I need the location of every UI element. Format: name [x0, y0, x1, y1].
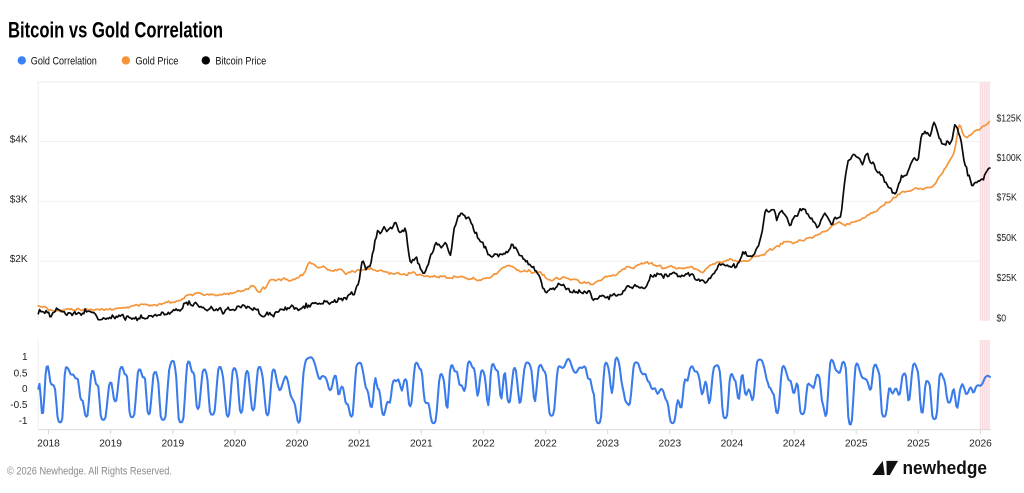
svg-text:2021: 2021: [410, 439, 433, 450]
svg-text:2019: 2019: [161, 439, 184, 450]
svg-text:$4K: $4K: [10, 135, 28, 146]
svg-text:2025: 2025: [845, 439, 868, 450]
svg-text:2018: 2018: [37, 439, 60, 450]
svg-text:© 2026 Newhedge. All Rights Re: © 2026 Newhedge. All Rights Reserved.: [7, 466, 172, 478]
svg-text:Bitcoin vs Gold Correlation: Bitcoin vs Gold Correlation: [8, 18, 223, 43]
svg-text:$50K: $50K: [997, 233, 1018, 244]
svg-text:2020: 2020: [286, 439, 309, 450]
svg-text:Gold Price: Gold Price: [135, 55, 178, 67]
svg-text:2021: 2021: [348, 439, 371, 450]
svg-text:$75K: $75K: [997, 193, 1018, 204]
svg-text:Bitcoin Price: Bitcoin Price: [215, 55, 266, 67]
svg-text:$125K: $125K: [997, 114, 1022, 125]
svg-text:2019: 2019: [99, 439, 122, 450]
svg-text:2026: 2026: [969, 439, 992, 450]
svg-text:0: 0: [22, 384, 28, 395]
svg-text:2025: 2025: [907, 439, 930, 450]
svg-text:-0.5: -0.5: [10, 400, 28, 411]
svg-text:$3K: $3K: [10, 194, 28, 205]
svg-text:2023: 2023: [596, 439, 619, 450]
svg-text:$0: $0: [997, 314, 1007, 325]
svg-text:2022: 2022: [534, 439, 557, 450]
svg-text:$25K: $25K: [997, 273, 1018, 284]
svg-text:Gold Correlation: Gold Correlation: [31, 55, 97, 67]
svg-text:newhedge: newhedge: [903, 458, 988, 478]
svg-text:-1: -1: [19, 416, 28, 427]
svg-text:2024: 2024: [721, 439, 744, 450]
svg-text:2022: 2022: [472, 439, 495, 450]
svg-text:2023: 2023: [658, 439, 681, 450]
svg-text:0.5: 0.5: [14, 369, 28, 380]
svg-text:$2K: $2K: [10, 254, 28, 265]
svg-text:2020: 2020: [224, 439, 247, 450]
svg-text:$100K: $100K: [997, 153, 1022, 164]
svg-text:2024: 2024: [783, 439, 806, 450]
svg-text:1: 1: [22, 352, 28, 363]
